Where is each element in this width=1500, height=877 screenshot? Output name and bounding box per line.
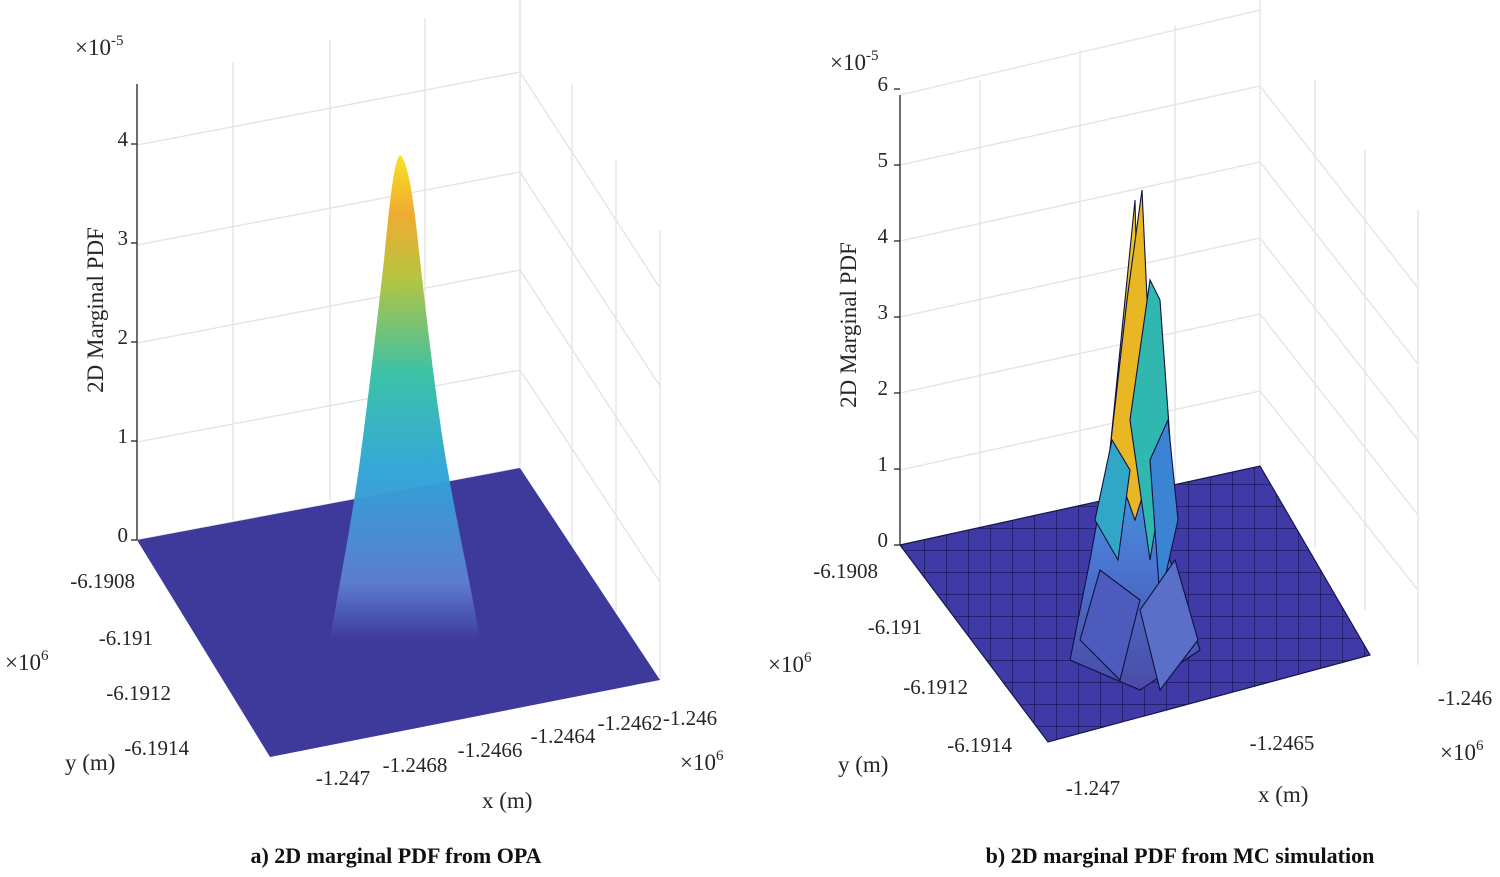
panel-a-caption: a) 2D marginal PDF from OPA bbox=[250, 843, 541, 868]
panel-b-y-tick: -6.1912 bbox=[903, 675, 968, 699]
panel-a-y-tick: -6.1908 bbox=[70, 569, 135, 593]
panel-b-z-tick: 3 bbox=[878, 300, 889, 324]
panel-b-z-tick: 5 bbox=[878, 148, 889, 172]
panel-a-y-ticks: -6.1908 -6.191 -6.1912 -6.1914 bbox=[70, 569, 189, 760]
panel-b-grid bbox=[899, 0, 1419, 665]
panel-a-y-tick: -6.1912 bbox=[106, 681, 171, 705]
panel-b-y-tick: -6.1908 bbox=[813, 559, 878, 583]
panel-a-z-ticks: 0 1 2 3 4 bbox=[118, 127, 137, 547]
panel-a-peak bbox=[330, 155, 480, 640]
panel-b-x-ticks: -1.247 -1.2465 -1.246 bbox=[1066, 686, 1492, 800]
panel-a-x-tick: -1.2468 bbox=[383, 753, 448, 777]
panel-b-y-ticks: -6.1908 -6.191 -6.1912 -6.1914 bbox=[813, 559, 1012, 757]
panel-a-z-tick: 4 bbox=[118, 127, 129, 151]
panel-b-caption: b) 2D marginal PDF from MC simulation bbox=[986, 843, 1375, 868]
panel-b-z-tick: 6 bbox=[878, 72, 889, 96]
panel-a-x-tick: -1.247 bbox=[316, 766, 370, 790]
panel-a-z-tick: 0 bbox=[118, 523, 129, 547]
panel-b-y-tick: -6.191 bbox=[868, 615, 922, 639]
panel-a-z-tick: 1 bbox=[118, 424, 129, 448]
panel-b-x-tick: -1.2465 bbox=[1250, 731, 1315, 755]
panel-a-z-label: 2D Marginal PDF bbox=[83, 227, 108, 393]
panel-b-y-tick: -6.1914 bbox=[947, 733, 1012, 757]
panel-a-x-exponent: ×106 bbox=[680, 748, 724, 775]
panel-b-z-tick: 1 bbox=[878, 452, 889, 476]
panel-b-z-tick: 2 bbox=[878, 376, 889, 400]
panel-a-z-tick: 2 bbox=[118, 325, 129, 349]
panel-a-z-exponent: ×10-5 bbox=[75, 33, 123, 60]
panel-a-x-tick: -1.2462 bbox=[598, 711, 663, 735]
panel-a-x-tick: -1.2466 bbox=[458, 738, 523, 762]
panel-b-z-label: 2D Marginal PDF bbox=[836, 242, 861, 408]
panel-a-x-tick: -1.246 bbox=[663, 706, 717, 730]
panel-a-y-label: y (m) bbox=[65, 750, 115, 775]
panel-b-y-exponent: ×106 bbox=[768, 650, 812, 677]
panel-b-x-label: x (m) bbox=[1258, 782, 1308, 807]
panel-b-z-ticks: 0 1 2 3 4 5 6 bbox=[878, 72, 900, 552]
panel-a-x-label: x (m) bbox=[482, 788, 532, 813]
panel-b-z-tick: 0 bbox=[878, 528, 889, 552]
panel-b-x-tick: -1.246 bbox=[1438, 686, 1492, 710]
panel-b-x-tick: -1.247 bbox=[1066, 776, 1120, 800]
panel-a-x-ticks: -1.247 -1.2468 -1.2466 -1.2464-1.2462 -1.246 bbox=[316, 706, 717, 790]
panel-a-grid bbox=[136, 0, 661, 680]
panel-a-y-tick: -6.191 bbox=[99, 626, 153, 650]
panel-b-peak bbox=[1069, 189, 1201, 692]
panel-b-x-exponent: ×106 bbox=[1440, 738, 1484, 765]
panel-b-y-label: y (m) bbox=[838, 752, 888, 777]
panel-b-z-exponent: ×10-5 bbox=[830, 48, 878, 75]
panel-b-z-tick: 4 bbox=[878, 224, 889, 248]
panel-a-z-tick: 3 bbox=[118, 226, 129, 250]
panel-a-y-exponent: ×106 bbox=[5, 648, 49, 675]
panel-a-y-tick: -6.1914 bbox=[124, 736, 189, 760]
panel-a-x-tick: -1.2464 bbox=[531, 724, 596, 748]
